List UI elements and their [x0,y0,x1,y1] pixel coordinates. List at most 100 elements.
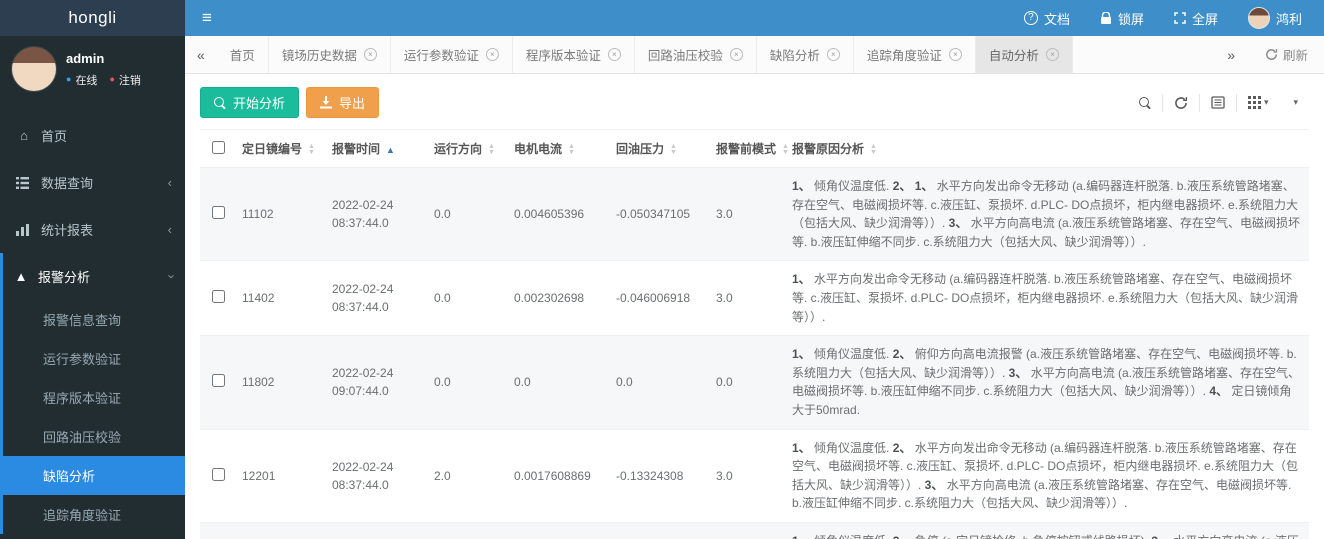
cell-alarm-cause-analysis: 1、 倾角仪温度低. 2、 急停 (a.定日镜检修. b.急停按钮或线路损坏).… [786,521,1309,539]
col-header-alarm-cause-analysis[interactable]: 报警原因分析 ▲ ▼ [792,142,877,156]
cell-run-direction: 0.0 [428,335,508,430]
sidebar-item-system-manage[interactable]: ⚙ 系统管理 ‹ [0,534,185,539]
table-row: 12201 2022-02-24 08:37:44.0 2.0 0.0017608869… [200,428,1309,523]
lock-icon [1100,11,1112,25]
close-icon[interactable]: × [607,48,621,61]
close-icon[interactable]: × [826,48,840,61]
tab-loop-oil-pressure-check[interactable]: 回路油压校验 × [635,36,757,73]
tab-auto-analysis[interactable]: 自动分析 × [975,36,1073,73]
lock-screen-menu-item[interactable]: 锁屏 [1100,9,1144,28]
sidebar-item-data-query[interactable]: 数据查询 ‹ [0,159,185,206]
row-checkbox[interactable] [211,467,225,481]
select-all-checkbox[interactable] [211,140,225,154]
cell-return-oil-pressure: -0.13324308 [610,428,710,523]
row-checkbox[interactable] [211,290,225,304]
cell-mirror-id: 11802 [236,335,326,430]
cell-alarm-cause-analysis: 1、 水平方向发出命令无移动 (a.编码器连杆脱落. b.液压系统管路堵塞、存在… [786,260,1309,336]
close-icon[interactable]: × [1045,48,1059,61]
chevron-left-icon: ‹ [167,222,172,237]
table-row: 11402 2022-02-24 08:37:44.0 0.0 0.002302698-… [200,260,1309,336]
cell-motor-current: 0.0 [508,521,610,539]
toggle-view-button[interactable] [1200,96,1236,109]
caret-down-icon: ▾ [1293,97,1298,107]
lock-label: 锁屏 [1117,11,1144,27]
fullscreen-menu-item[interactable]: 全屏 [1174,9,1218,28]
sort-icon: ▲ ▼ [488,142,495,156]
table-search-button[interactable] [1128,96,1162,109]
user-menu-item[interactable]: 鸿利 [1247,7,1302,29]
refresh-icon [1265,48,1278,61]
columns-dropdown-button[interactable]: ▾ [1237,96,1280,109]
cell-alarm-time: 2022-02-24 08:37:44.0 [326,260,428,336]
close-icon[interactable]: × [729,48,743,61]
tab-refresh-button[interactable]: 刷新 [1265,45,1308,64]
sidebar-item-label: 报警分析 [38,270,91,285]
export-button[interactable]: 导出 [306,87,380,118]
top-navbar: hongli ≡ ? 文档 锁屏 全屏 鸿利 [0,0,1324,36]
tabs-scroll-right-icon[interactable]: » [1227,46,1235,63]
tabs-scroll-left-icon[interactable]: « [197,46,205,63]
sidebar-toggle-icon[interactable]: ≡ [202,8,212,27]
navbar-main: ≡ ? 文档 锁屏 全屏 鸿利 [185,0,1324,36]
question-icon: ? [1023,11,1038,25]
col-header-motor-current[interactable]: 电机电流 ▲ ▼ [514,142,575,156]
search-icon [214,96,226,109]
sidebar-item-home[interactable]: ⌂ 首页 [0,112,185,159]
tab-tracking-angle-verify[interactable]: 追踪角度验证 × [854,36,976,73]
sort-icon: ▲ ▼ [782,142,789,156]
sidebar-item-defect-analysis[interactable]: 缺陷分析 [3,456,185,495]
sidebar-item-alarm-info-query[interactable]: 报警信息查询 [43,313,122,328]
sidebar-menu: ⌂ 首页 数据查询 ‹ 统计报表 ‹ ▲ 报警分析 [0,112,185,539]
col-header-pre-alarm-mode[interactable]: 报警前模式 ▲ ▼ [716,142,789,156]
sort-icon: ▲ ▼ [870,142,877,156]
sidebar-item-loop-oil-pressure-check[interactable]: 回路油压校验 [43,430,122,445]
cell-alarm-cause-analysis: 1、 倾角仪温度低. 2、 1、 水平方向发出命令无移动 (a.编码器连杆脱落.… [786,166,1309,261]
sidebar-item-stats[interactable]: 统计报表 ‹ [0,206,185,253]
row-checkbox[interactable] [211,374,225,388]
cell-mirror-id: 12504 [236,521,326,539]
online-label: 在线 [75,74,98,87]
table-refresh-button[interactable] [1163,96,1199,110]
sidebar-item-label: 数据查询 [41,176,94,191]
more-dropdown-button[interactable]: ▾ [1279,97,1309,108]
main-area: « 首页 镜场历史数据 × 运行参数验证 × 程序版本验证 × 回路油压校验 ×… [185,36,1324,539]
sidebar-item-alarm-analysis[interactable]: ▲ 报警分析 ‹ [3,253,185,300]
cell-alarm-time: 2022-02-24 08:37:44.0 [326,428,428,523]
col-header-alarm-time[interactable]: 报警时间 ▲ [332,142,395,156]
sidebar-item-tracking-angle-verify[interactable]: 追踪角度验证 [43,508,122,523]
close-icon[interactable]: × [363,48,377,61]
tab-home[interactable]: 首页 [217,36,269,73]
user-avatar [1247,7,1270,29]
user-name-label: 鸿利 [1275,11,1302,27]
start-analysis-button[interactable]: 开始分析 [200,87,300,118]
close-icon[interactable]: × [948,48,962,61]
sidebar-item-run-param-verify[interactable]: 运行参数验证 [43,352,122,367]
cell-pre-alarm-mode: 0.0 [710,521,786,539]
tab-label: 运行参数验证 [403,49,479,63]
home-icon: ⌂ [20,128,28,143]
cell-return-oil-pressure: -0.050347105 [610,166,710,261]
tab-run-param-verify[interactable]: 运行参数验证 × [391,36,513,73]
row-checkbox[interactable] [211,206,225,220]
warning-triangle-icon: ▲ [14,269,28,284]
cell-mirror-id: 11402 [236,260,326,336]
table-row: 11802 2022-02-24 09:07:44.0 0.0 0.0 0.0 0.0 1、 … [200,335,1309,430]
sidebar-item-program-version-verify[interactable]: 程序版本验证 [43,391,122,406]
logout-link[interactable]: 注销 [118,74,141,87]
close-icon[interactable]: × [485,48,499,61]
list-icon [16,176,32,189]
docs-menu-item[interactable]: ? 文档 [1023,9,1070,28]
tab-program-version-verify[interactable]: 程序版本验证 × [513,36,635,73]
col-header-return-oil-pressure[interactable]: 回油压力 ▲ ▼ [616,142,677,156]
caret-down-icon: ▾ [1263,97,1269,107]
sort-icon: ▲ ▼ [308,142,315,156]
cell-mirror-id: 11102 [236,166,326,261]
cell-pre-alarm-mode: 3.0 [710,428,786,523]
col-header-mirror-id[interactable]: 定日镜编号 ▲ ▼ [242,142,315,156]
col-header-run-direction[interactable]: 运行方向 ▲ ▼ [434,142,495,156]
chevron-down-icon: ‹ [162,274,178,279]
sort-asc-icon: ▲ [386,144,395,155]
tab-mirror-field-history[interactable]: 镜场历史数据 × [269,36,391,73]
tab-defect-analysis[interactable]: 缺陷分析 × [757,36,854,73]
